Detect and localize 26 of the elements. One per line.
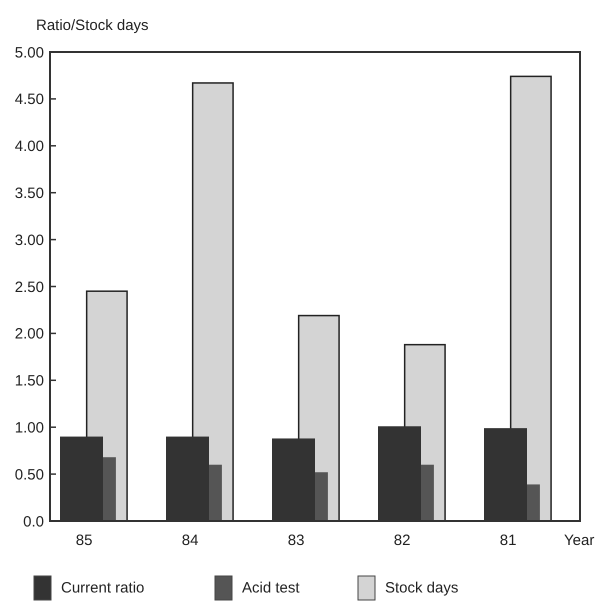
x-axis-title: Year [564, 532, 594, 549]
x-tick-label: 83 [288, 532, 304, 549]
y-tick-label: 3.00 [14, 232, 44, 249]
bar [315, 472, 328, 521]
x-tick-label: 84 [182, 532, 198, 549]
y-tick-label: 4.00 [14, 138, 44, 156]
y-tick-label: 4.50 [14, 91, 44, 108]
bar [527, 484, 540, 521]
y-tick-label: 0.50 [14, 466, 44, 484]
legend-label: Acid test [242, 579, 300, 596]
y-tick-label: 3.50 [14, 184, 44, 202]
y-tick-label: 0.0 [23, 513, 44, 530]
y-tick-label: 2.50 [14, 278, 44, 296]
y-tick-label: 1.00 [14, 419, 44, 436]
y-axis-title: Ratio/Stock days [36, 17, 149, 34]
bar [103, 457, 116, 521]
y-tick-label: 2.00 [14, 326, 44, 343]
x-tick-label: 81 [500, 532, 516, 549]
legend-label: Stock days [385, 579, 458, 596]
x-tick-label: 85 [76, 532, 92, 549]
bar [421, 464, 434, 521]
x-tick-label: 82 [394, 532, 410, 549]
legend-label: Current ratio [61, 579, 144, 596]
bar [209, 464, 222, 521]
y-tick-label: 1.50 [14, 372, 44, 390]
y-tick-label: 5.00 [14, 44, 44, 62]
